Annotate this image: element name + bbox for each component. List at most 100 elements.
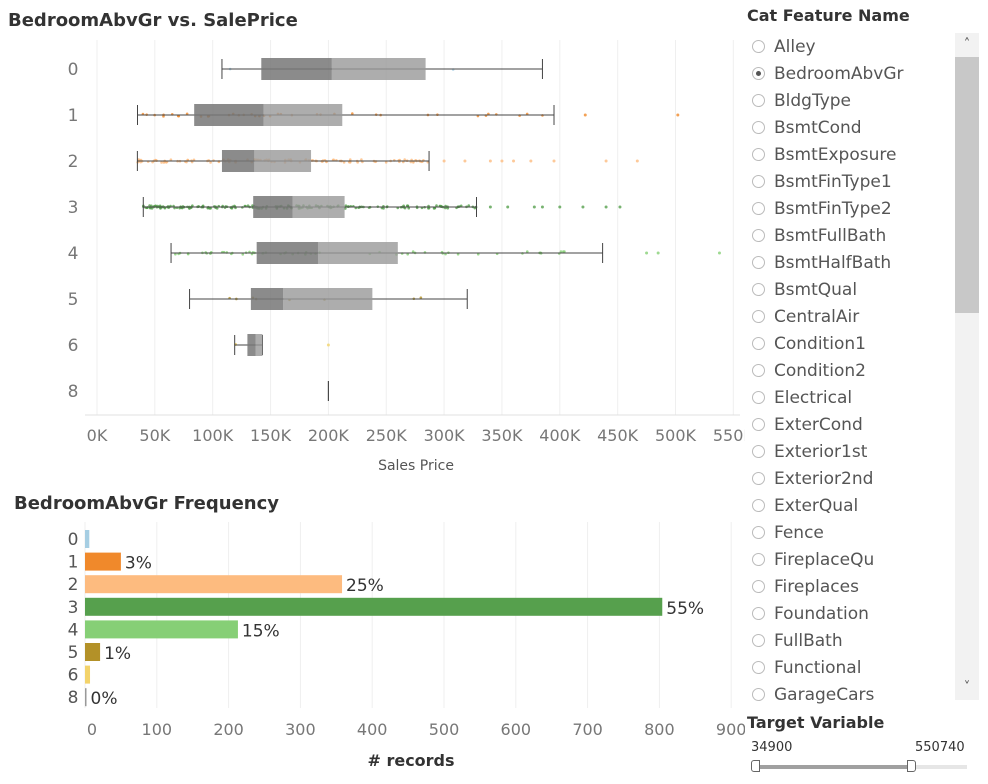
- frequency-bar: [85, 530, 90, 548]
- feature-option-label: BsmtQual: [774, 279, 858, 300]
- feature-option[interactable]: FireplaceQu: [745, 546, 953, 573]
- chevron-down-icon[interactable]: ˅: [963, 680, 971, 695]
- range-min-handle[interactable]: [751, 760, 760, 772]
- filter-title: Cat Feature Name: [747, 6, 910, 25]
- radio-button[interactable]: [752, 175, 765, 188]
- frequency-bar: [85, 688, 87, 707]
- feature-option[interactable]: BedroomAbvGr: [745, 60, 953, 87]
- feature-option-label: Condition1: [774, 333, 866, 354]
- radio-button[interactable]: [752, 607, 765, 620]
- feature-option-label: Condition2: [774, 360, 866, 381]
- feature-option[interactable]: BldgType: [745, 87, 953, 114]
- radio-button[interactable]: [752, 337, 765, 350]
- feature-option[interactable]: Fireplaces: [745, 573, 953, 600]
- box-lower: [194, 104, 264, 126]
- box-upper: [331, 58, 426, 80]
- feature-option[interactable]: BsmtHalfBath: [745, 249, 953, 276]
- radio-button[interactable]: [752, 310, 765, 323]
- data-point: [160, 161, 163, 164]
- radio-button[interactable]: [752, 661, 765, 674]
- x-tick-label: 600: [501, 720, 532, 739]
- range-slider-fill: [755, 765, 911, 769]
- x-tick-label: 500: [429, 720, 460, 739]
- feature-option[interactable]: Fence: [745, 519, 953, 546]
- radio-button[interactable]: [752, 283, 765, 296]
- data-point: [456, 252, 460, 256]
- scrollbar[interactable]: ˄ ˅: [955, 33, 979, 700]
- feature-option-label: BsmtHalfBath: [774, 252, 892, 273]
- radio-button[interactable]: [752, 256, 765, 269]
- radio-button[interactable]: [752, 364, 765, 377]
- filter-panel: Cat Feature Name Alley BedroomAbvGr BldgTy…: [745, 0, 988, 784]
- radio-button[interactable]: [752, 391, 765, 404]
- data-point: [342, 161, 346, 164]
- scroll-thumb[interactable]: [955, 57, 979, 313]
- feature-option[interactable]: Condition2: [745, 357, 953, 384]
- feature-option[interactable]: Condition1: [745, 330, 953, 357]
- frequency-bar-chart[interactable]: 0 100 200 300 400 500 600 700 800 900 # records 0 1 3…: [0, 522, 745, 784]
- radio-button[interactable]: [752, 40, 765, 53]
- box-upper: [255, 334, 263, 356]
- feature-option[interactable]: FullBath: [745, 627, 953, 654]
- box-upper: [254, 150, 312, 172]
- box-plot-chart[interactable]: 0K 50K 100K 150K 200K 250K 300K 350K 400K 450K 500…: [0, 40, 745, 480]
- data-point: [215, 207, 219, 210]
- data-point: [406, 204, 410, 208]
- feature-option[interactable]: BsmtFinType1: [745, 168, 953, 195]
- data-point: [559, 250, 563, 253]
- feature-option-label: ExterCond: [774, 414, 863, 435]
- feature-option[interactable]: BsmtQual: [745, 276, 953, 303]
- data-point: [192, 158, 196, 162]
- radio-button[interactable]: [752, 121, 765, 134]
- radio-button[interactable]: [752, 202, 765, 215]
- feature-option[interactable]: BsmtFinType2: [745, 195, 953, 222]
- outlier-point: [604, 205, 608, 209]
- range-max-handle[interactable]: [907, 760, 916, 772]
- radio-button[interactable]: [752, 148, 765, 161]
- feature-option[interactable]: Functional: [745, 654, 953, 681]
- feature-option[interactable]: Exterior1st: [745, 438, 953, 465]
- radio-button[interactable]: [752, 499, 765, 512]
- feature-option-label: BsmtFullBath: [774, 225, 887, 246]
- feature-option[interactable]: Foundation: [745, 600, 953, 627]
- box-lower: [247, 334, 256, 356]
- y-tick-label: 1: [68, 106, 79, 126]
- feature-option[interactable]: GarageCars: [745, 681, 953, 708]
- data-point: [209, 161, 212, 164]
- outlier-point: [645, 251, 649, 255]
- radio-button[interactable]: [752, 229, 765, 242]
- feature-option-label: BsmtCond: [774, 117, 862, 138]
- x-tick-label: 250K: [366, 426, 408, 445]
- outlier-point: [676, 113, 680, 117]
- feature-option[interactable]: BsmtFullBath: [745, 222, 953, 249]
- radio-button[interactable]: [752, 688, 765, 701]
- radio-button[interactable]: [752, 445, 765, 458]
- data-point: [446, 206, 450, 210]
- radio-button[interactable]: [752, 472, 765, 485]
- chevron-up-icon[interactable]: ˄: [963, 37, 971, 52]
- feature-option[interactable]: BsmtCond: [745, 114, 953, 141]
- data-point: [384, 161, 388, 164]
- radio-button[interactable]: [752, 580, 765, 593]
- data-point: [419, 296, 423, 299]
- feature-option[interactable]: Exterior2nd: [745, 465, 953, 492]
- y-tick-label: 4: [68, 244, 79, 264]
- feature-option[interactable]: BsmtExposure: [745, 141, 953, 168]
- frequency-bar: [85, 665, 91, 684]
- feature-option[interactable]: CentralAir: [745, 303, 953, 330]
- radio-button[interactable]: [752, 526, 765, 539]
- radio-button[interactable]: [752, 67, 765, 80]
- radio-button[interactable]: [752, 634, 765, 647]
- feature-option[interactable]: Electrical: [745, 384, 953, 411]
- radio-button[interactable]: [752, 553, 765, 566]
- radio-button[interactable]: [752, 418, 765, 431]
- data-point: [209, 206, 212, 210]
- feature-radio-list[interactable]: Alley BedroomAbvGr BldgType BsmtCond BsmtExp…: [745, 33, 953, 708]
- y-tick-label: 2: [68, 152, 79, 172]
- outlier-point: [500, 159, 504, 163]
- feature-option[interactable]: ExterCond: [745, 411, 953, 438]
- feature-option[interactable]: ExterQual: [745, 492, 953, 519]
- feature-option[interactable]: Alley: [745, 33, 953, 60]
- outlier-point: [558, 205, 562, 209]
- radio-button[interactable]: [752, 94, 765, 107]
